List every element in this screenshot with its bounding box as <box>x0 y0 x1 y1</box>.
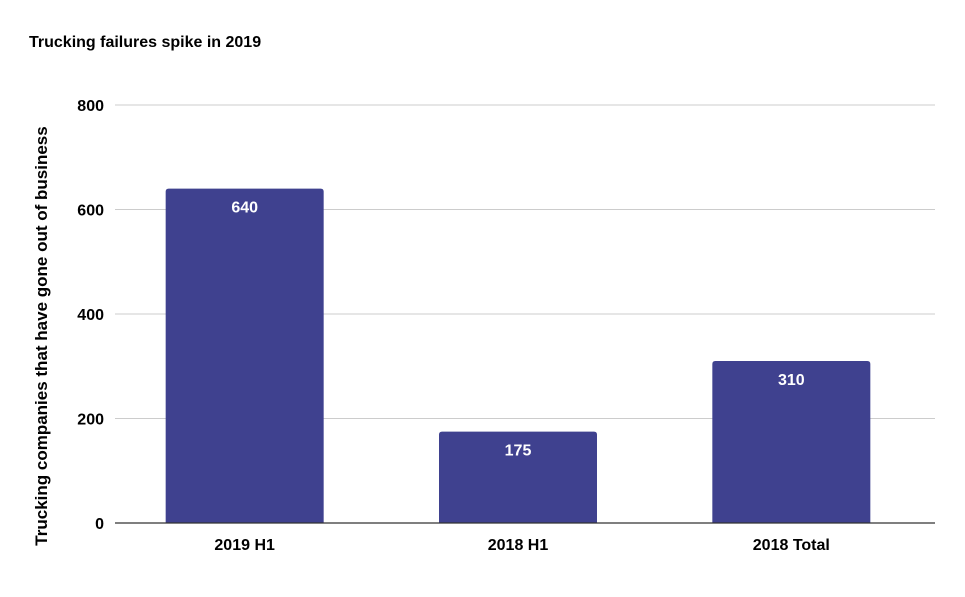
y-tick-label: 200 <box>77 412 104 429</box>
bars: 640 175 310 <box>165 188 871 523</box>
y-tick-label: 400 <box>77 307 104 324</box>
x-tick-label: 2018 H1 <box>488 537 549 554</box>
x-tick-label: 2018 Total <box>753 537 830 554</box>
data-label: 175 <box>505 443 532 460</box>
data-label: 640 <box>231 200 258 217</box>
x-axis-ticks: 2019 H1 2018 H1 2018 Total <box>214 537 829 554</box>
bar <box>439 431 597 523</box>
y-tick-label: 800 <box>77 98 104 115</box>
y-tick-label: 0 <box>95 516 104 533</box>
bar <box>712 361 871 523</box>
data-label: 310 <box>778 372 805 389</box>
y-tick-label: 600 <box>77 203 104 220</box>
y-axis-ticks: 0 200 400 600 800 <box>77 98 104 533</box>
chart-title: Trucking failures spike in 2019 <box>29 34 261 51</box>
y-axis-label: Trucking companies that have gone out of… <box>32 126 51 545</box>
x-tick-label: 2019 H1 <box>214 537 275 554</box>
bar <box>165 188 324 523</box>
